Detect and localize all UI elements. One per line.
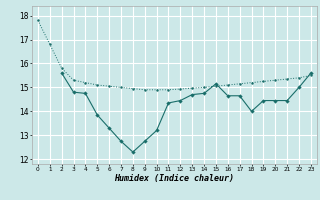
- X-axis label: Humidex (Indice chaleur): Humidex (Indice chaleur): [115, 174, 234, 183]
